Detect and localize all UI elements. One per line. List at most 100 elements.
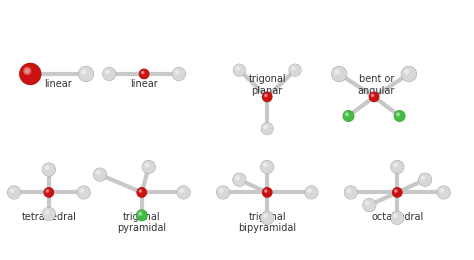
Ellipse shape: [46, 189, 49, 193]
Ellipse shape: [176, 71, 178, 73]
Ellipse shape: [264, 164, 266, 166]
Ellipse shape: [262, 92, 272, 102]
Ellipse shape: [393, 162, 398, 168]
Ellipse shape: [343, 110, 354, 122]
Ellipse shape: [220, 190, 222, 191]
Ellipse shape: [265, 95, 266, 96]
Ellipse shape: [264, 214, 267, 218]
Ellipse shape: [47, 190, 48, 192]
Text: trigonal
pyramidal: trigonal pyramidal: [117, 212, 166, 233]
Text: linear: linear: [130, 79, 158, 89]
Ellipse shape: [219, 188, 224, 193]
Ellipse shape: [347, 189, 350, 192]
Ellipse shape: [395, 215, 396, 217]
Ellipse shape: [96, 170, 100, 175]
Ellipse shape: [77, 185, 91, 199]
Ellipse shape: [181, 190, 182, 191]
Ellipse shape: [292, 67, 295, 70]
Text: octahedral: octahedral: [371, 212, 423, 222]
Text: trigonal
bipyramidal: trigonal bipyramidal: [238, 212, 296, 233]
Ellipse shape: [97, 172, 99, 173]
Ellipse shape: [365, 201, 370, 206]
Ellipse shape: [394, 110, 405, 122]
Ellipse shape: [46, 167, 48, 168]
Ellipse shape: [394, 164, 397, 167]
Ellipse shape: [103, 67, 116, 81]
Ellipse shape: [8, 186, 21, 199]
Ellipse shape: [331, 66, 347, 82]
Ellipse shape: [422, 176, 425, 179]
Ellipse shape: [142, 160, 155, 174]
Ellipse shape: [289, 64, 301, 76]
Ellipse shape: [264, 94, 267, 97]
Ellipse shape: [93, 168, 107, 181]
Ellipse shape: [140, 190, 141, 192]
Text: bent or
angular: bent or angular: [358, 74, 395, 95]
Ellipse shape: [233, 64, 246, 76]
Ellipse shape: [395, 190, 397, 192]
Ellipse shape: [44, 187, 54, 198]
Ellipse shape: [82, 70, 86, 74]
Ellipse shape: [235, 66, 240, 71]
Ellipse shape: [308, 189, 311, 192]
Ellipse shape: [291, 66, 296, 71]
Ellipse shape: [42, 162, 56, 177]
Ellipse shape: [263, 125, 268, 129]
Ellipse shape: [263, 213, 268, 219]
Ellipse shape: [419, 173, 432, 186]
Ellipse shape: [363, 198, 376, 212]
Ellipse shape: [439, 188, 444, 193]
Ellipse shape: [401, 66, 417, 82]
Ellipse shape: [289, 64, 301, 76]
Ellipse shape: [142, 160, 155, 174]
Ellipse shape: [440, 189, 443, 192]
Ellipse shape: [78, 66, 94, 82]
Ellipse shape: [346, 114, 347, 115]
Ellipse shape: [146, 164, 148, 167]
Ellipse shape: [173, 67, 185, 81]
Ellipse shape: [175, 70, 179, 74]
Ellipse shape: [331, 66, 347, 82]
Ellipse shape: [81, 190, 82, 191]
Ellipse shape: [26, 70, 28, 72]
Ellipse shape: [261, 211, 274, 225]
Ellipse shape: [262, 187, 273, 198]
Ellipse shape: [42, 207, 56, 221]
Ellipse shape: [146, 164, 147, 166]
Ellipse shape: [19, 63, 41, 85]
Ellipse shape: [334, 69, 340, 75]
Ellipse shape: [394, 189, 398, 193]
Ellipse shape: [392, 187, 402, 198]
Ellipse shape: [260, 211, 274, 225]
Ellipse shape: [406, 71, 408, 73]
Ellipse shape: [97, 171, 100, 174]
Ellipse shape: [93, 168, 107, 181]
Ellipse shape: [45, 210, 49, 215]
Ellipse shape: [335, 70, 339, 74]
Ellipse shape: [309, 190, 310, 191]
Ellipse shape: [261, 160, 274, 174]
Ellipse shape: [437, 186, 450, 199]
Ellipse shape: [137, 187, 147, 198]
Ellipse shape: [264, 190, 267, 192]
Ellipse shape: [105, 70, 110, 75]
Ellipse shape: [396, 112, 400, 116]
Ellipse shape: [390, 160, 404, 174]
Ellipse shape: [23, 67, 31, 75]
Ellipse shape: [369, 92, 379, 102]
Ellipse shape: [11, 189, 14, 192]
Ellipse shape: [371, 94, 374, 98]
Ellipse shape: [393, 213, 398, 219]
Ellipse shape: [405, 70, 409, 74]
Ellipse shape: [102, 67, 116, 81]
Ellipse shape: [369, 92, 379, 102]
Ellipse shape: [394, 214, 397, 218]
Ellipse shape: [217, 186, 230, 199]
Ellipse shape: [220, 189, 223, 192]
Ellipse shape: [236, 176, 239, 179]
Ellipse shape: [265, 126, 266, 128]
Ellipse shape: [46, 190, 49, 192]
Ellipse shape: [343, 110, 355, 122]
Ellipse shape: [441, 190, 443, 191]
Ellipse shape: [348, 190, 350, 191]
